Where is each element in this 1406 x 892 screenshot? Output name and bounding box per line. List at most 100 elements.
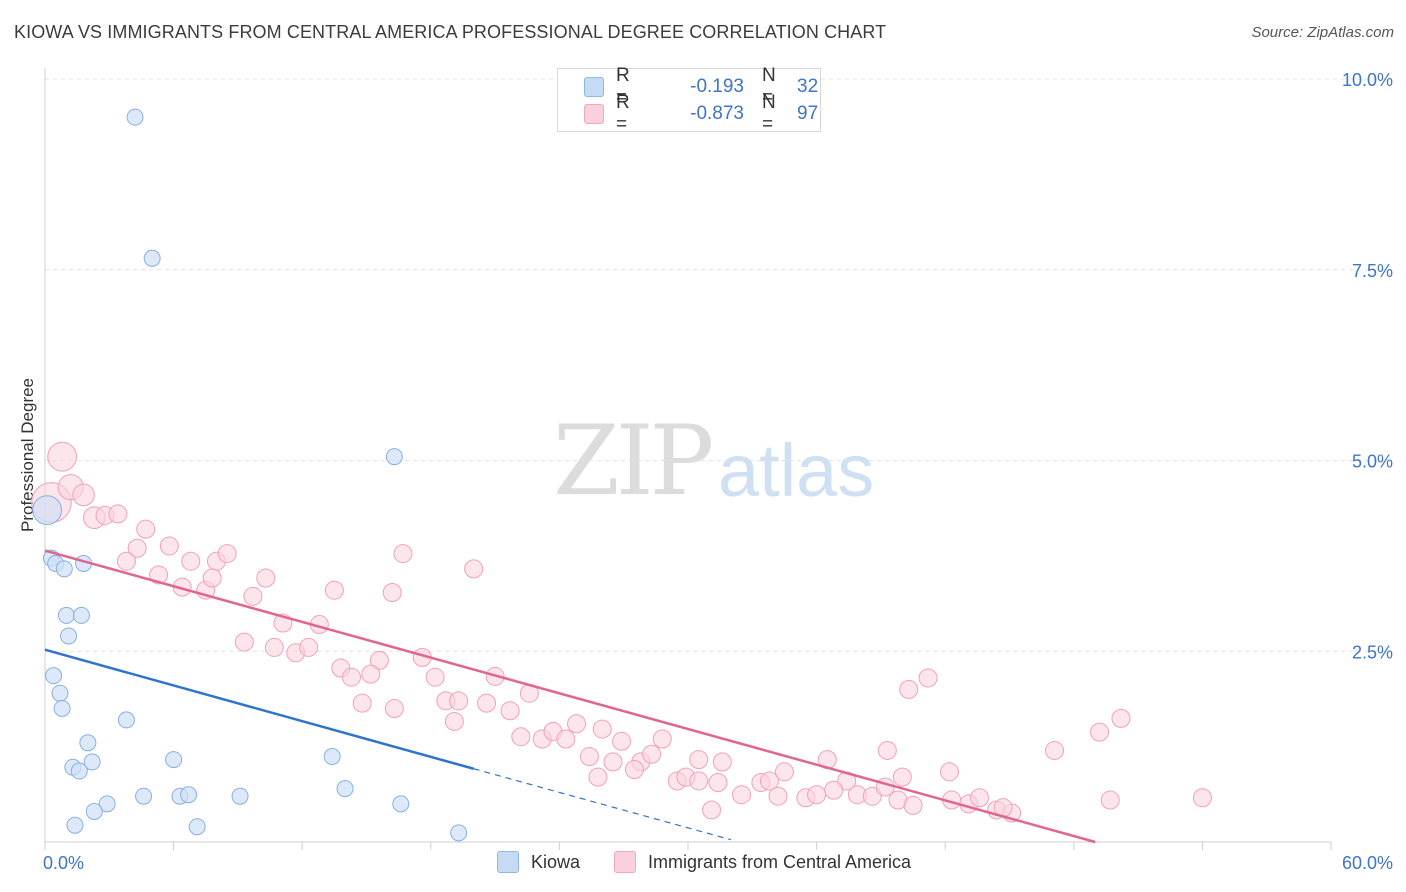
kiowa-point xyxy=(126,108,144,126)
kiowa-point xyxy=(117,711,135,729)
kiowa-legend-label: Kiowa xyxy=(531,851,581,872)
correlation-legend: R = -0.193 N = 32 R = -0.873 N = 97 xyxy=(557,65,821,135)
kiowa-point xyxy=(66,816,84,834)
kiowa-point xyxy=(51,684,69,702)
immig-point xyxy=(116,551,136,571)
kiowa-point xyxy=(323,748,341,766)
immig-point xyxy=(652,729,672,749)
kiowa-point xyxy=(60,627,78,645)
immig-point xyxy=(603,752,623,772)
immig-point xyxy=(511,727,531,747)
immig-point xyxy=(774,762,794,782)
immig-point xyxy=(449,691,469,711)
y-tick-label: 10.0% xyxy=(1342,70,1393,90)
immig-point xyxy=(556,729,576,749)
immig-point xyxy=(579,747,599,767)
immig-point xyxy=(939,762,959,782)
immig-point xyxy=(899,679,919,699)
immig-point xyxy=(202,568,222,588)
immig-point xyxy=(702,800,722,820)
kiowa-point xyxy=(188,818,206,836)
immig-legend-label: Immigrants from Central America xyxy=(648,851,912,872)
x-tick-label: 60.0% xyxy=(1342,853,1393,873)
chart-title: KIOWA VS IMMIGRANTS FROM CENTRAL AMERICA… xyxy=(14,22,887,42)
immig-point xyxy=(299,637,319,657)
immig-point xyxy=(477,693,497,713)
kiowa-point xyxy=(32,495,63,525)
immig-point xyxy=(47,441,78,472)
kiowa-point xyxy=(135,787,153,805)
immig-point xyxy=(759,771,779,791)
immig-point xyxy=(642,744,662,764)
immig-point xyxy=(1090,722,1110,742)
immig-point xyxy=(903,795,923,815)
legend-n-label: N = xyxy=(762,65,776,108)
kiowa-point xyxy=(392,795,410,813)
immig-point xyxy=(892,767,912,787)
immig-point xyxy=(1100,790,1120,810)
immig-point xyxy=(382,582,402,602)
kiowa-point xyxy=(57,606,75,624)
immig-point xyxy=(612,731,632,751)
immig-point xyxy=(918,668,938,688)
immig-point xyxy=(807,785,827,805)
kiowa-point xyxy=(180,786,198,804)
immig-point xyxy=(592,719,612,739)
source-credit: Source: ZipAtlas.com xyxy=(1251,24,1394,41)
kiowa-point xyxy=(70,762,88,780)
immig-point xyxy=(369,650,389,670)
bottom-legend-immig: Immigrants from Central America xyxy=(614,851,911,873)
immig-point xyxy=(1111,708,1131,728)
immig-point xyxy=(969,788,989,808)
kiowa-point xyxy=(83,753,101,771)
legend-r-value: -0.873 xyxy=(690,103,744,124)
immig-point xyxy=(324,580,344,600)
kiowa-point xyxy=(231,787,249,805)
kiowa-point xyxy=(385,448,403,466)
immig-point xyxy=(256,568,276,588)
kiowa-point xyxy=(45,667,63,685)
immig-point xyxy=(588,767,608,787)
kiowa-swatch xyxy=(584,77,604,97)
kiowa-trend-extension xyxy=(473,768,732,841)
kiowa-point xyxy=(79,734,97,752)
immig-legend-swatch xyxy=(614,851,636,873)
immig-point xyxy=(732,785,752,805)
immig-point xyxy=(712,752,732,772)
kiowa-point xyxy=(85,802,103,820)
immig-point xyxy=(464,559,484,579)
immig-point xyxy=(159,536,179,556)
x-tick-label: 0.0% xyxy=(43,853,84,873)
immig-point xyxy=(234,632,254,652)
kiowa-legend-swatch xyxy=(497,851,519,873)
immig-point xyxy=(689,771,709,791)
immig-point xyxy=(108,504,128,524)
immig-point xyxy=(264,637,284,657)
y-tick-label: 7.5% xyxy=(1352,261,1393,281)
immig-point xyxy=(361,664,381,684)
watermark-atlas: atlas xyxy=(718,429,875,512)
immig-point xyxy=(708,772,728,792)
legend-r-label: R = xyxy=(616,92,630,135)
immig-point xyxy=(243,586,263,606)
kiowa-point xyxy=(53,699,71,717)
immig-point xyxy=(877,740,897,760)
immig-point xyxy=(689,750,709,770)
immig-point xyxy=(500,701,520,721)
kiowa-point xyxy=(336,780,354,798)
legend-r-value: -0.193 xyxy=(690,76,744,97)
immig-point xyxy=(624,760,644,780)
immig-point xyxy=(862,786,882,806)
immig-point xyxy=(444,711,464,731)
immig-swatch xyxy=(584,104,604,124)
immig-point xyxy=(72,483,95,507)
kiowa-point xyxy=(143,249,161,267)
immig-trend-line xyxy=(44,549,1096,844)
legend-n-value: 97 xyxy=(797,103,819,124)
legend-n-label: N = xyxy=(762,92,776,135)
kiowa-point xyxy=(450,824,468,842)
immig-point xyxy=(425,667,445,687)
immig-point xyxy=(384,698,404,718)
immig-point xyxy=(149,565,169,585)
